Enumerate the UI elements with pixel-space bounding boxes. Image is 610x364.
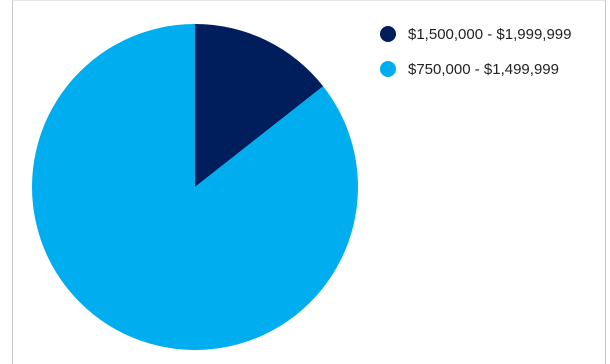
legend-swatch-750000-1499999: [380, 61, 396, 77]
pie-slice-750-000-1-499-999[interactable]: [31, 24, 358, 350]
legend-label-750000-1499999: $750,000 - $1,499,999: [408, 60, 559, 78]
legend-item-750000-1499999[interactable]: $750,000 - $1,499,999: [380, 57, 571, 81]
chart-frame: [12, 0, 606, 364]
pie-slices: [31, 24, 358, 350]
legend: $1,500,000 - $1,999,999 $750,000 - $1,49…: [380, 22, 571, 92]
legend-label-1500000-1999999: $1,500,000 - $1,999,999: [408, 25, 572, 43]
legend-swatch-1500000-1999999: [380, 26, 396, 42]
legend-item-1500000-1999999[interactable]: $1,500,000 - $1,999,999: [380, 22, 571, 46]
pie-slice-1-500-000-1-999-999[interactable]: [195, 24, 324, 187]
